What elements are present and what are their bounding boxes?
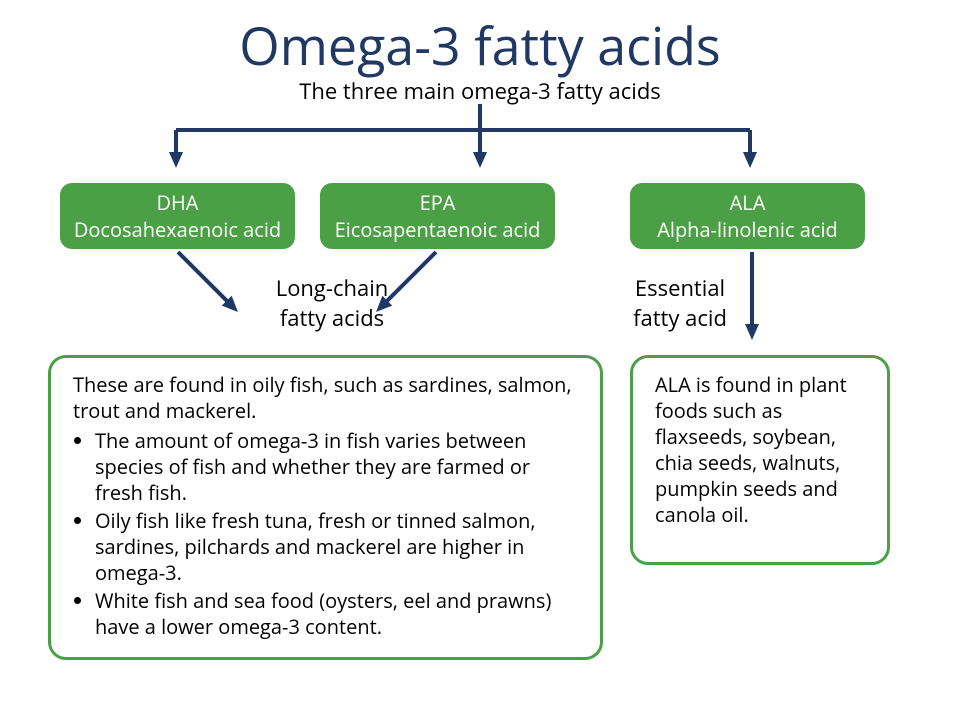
node-epa: EPA Eicosapentaenoic acid: [320, 183, 555, 249]
node-ala-abbrev: ALA: [730, 189, 766, 216]
list-item: Oily fish like fresh tuna, fresh or tinn…: [95, 508, 582, 586]
infobox-longchain-intro: These are found in oily fish, such as sa…: [73, 372, 582, 424]
label-essential-l2: fatty acid: [610, 303, 750, 333]
label-long-chain: Long-chain fatty acids: [252, 273, 412, 333]
infobox-ala: ALA is found in plant foods such as flax…: [630, 355, 890, 565]
infobox-ala-text: ALA is found in plant foods such as flax…: [655, 372, 869, 528]
node-epa-abbrev: EPA: [420, 189, 456, 216]
infobox-longchain: These are found in oily fish, such as sa…: [48, 355, 603, 660]
node-dha-abbrev: DHA: [157, 189, 199, 216]
label-long-chain-l1: Long-chain: [252, 273, 412, 303]
infobox-longchain-list: The amount of omega-3 in fish varies bet…: [73, 428, 582, 640]
page-title: Omega-3 fatty acids: [0, 10, 960, 81]
list-item: White fish and sea food (oysters, eel an…: [95, 588, 582, 640]
node-epa-full: Eicosapentaenoic acid: [335, 216, 541, 243]
page-subtitle: The three main omega-3 fatty acids: [0, 76, 960, 106]
label-long-chain-l2: fatty acids: [252, 303, 412, 333]
node-ala: ALA Alpha-linolenic acid: [630, 183, 865, 249]
node-ala-full: Alpha-linolenic acid: [657, 216, 838, 243]
label-essential: Essential fatty acid: [610, 273, 750, 333]
node-dha: DHA Docosahexaenoic acid: [60, 183, 295, 249]
node-dha-full: Docosahexaenoic acid: [74, 216, 281, 243]
label-essential-l1: Essential: [610, 273, 750, 303]
list-item: The amount of omega-3 in fish varies bet…: [95, 428, 582, 506]
